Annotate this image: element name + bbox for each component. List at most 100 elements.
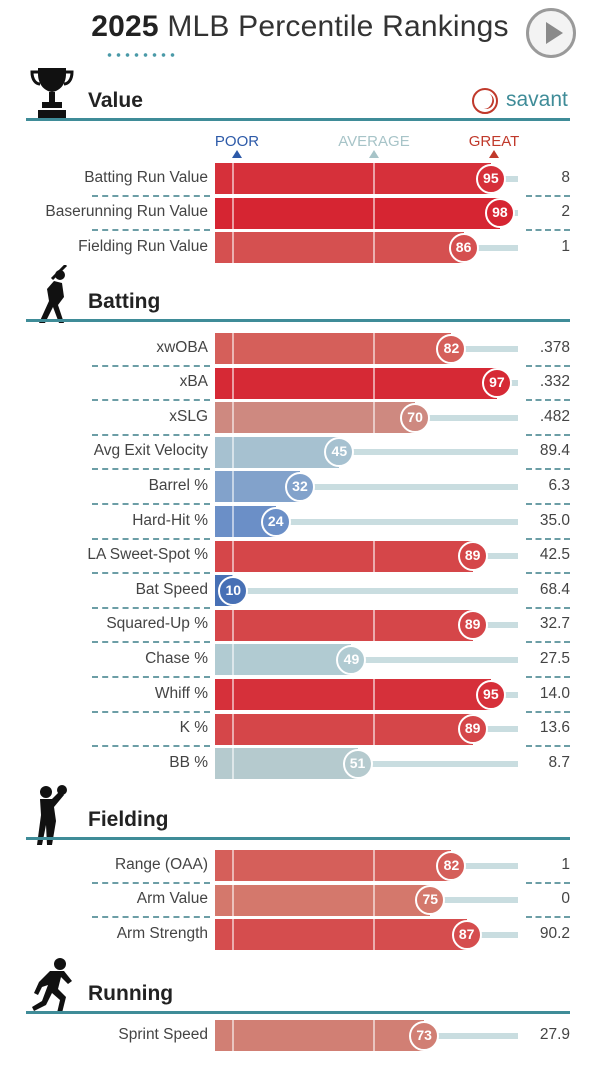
- metric-value: 1: [561, 237, 570, 255]
- batter-icon: [30, 263, 74, 330]
- metric-value: 89.4: [539, 442, 570, 460]
- metric-label: Batting Run Value: [84, 168, 208, 186]
- percentile-badge: 45: [324, 437, 355, 468]
- bar-gridline: [232, 367, 234, 399]
- bar-gridline: [232, 333, 234, 364]
- trophy-icon: [30, 64, 74, 127]
- percentile-badge: 95: [475, 163, 506, 194]
- percentile-bar: [215, 919, 467, 951]
- percentile-bar: [215, 884, 431, 916]
- metric-value: 8: [561, 168, 570, 186]
- bar-gridline: [373, 540, 375, 572]
- bar-gridline: [232, 679, 234, 710]
- percentile-badge: 51: [342, 748, 373, 779]
- play-button[interactable]: [526, 8, 576, 58]
- row-separator: [92, 641, 210, 644]
- row-separator: [526, 641, 570, 644]
- percentile-badge: 75: [415, 885, 446, 916]
- percentile-badge: 97: [481, 368, 512, 399]
- percentile-track: [215, 656, 518, 663]
- bar-gridline: [232, 471, 234, 503]
- percentile-bar: [215, 1020, 425, 1051]
- percentile-badge: 49: [336, 644, 367, 675]
- row-separator: [526, 399, 570, 402]
- row-separator: [526, 537, 570, 540]
- row-separator: [526, 606, 570, 609]
- percentile-badge: 73: [409, 1020, 440, 1051]
- metric-value: 0: [561, 890, 570, 908]
- bar-gridline: [232, 436, 234, 468]
- percentile-badge: 24: [260, 506, 291, 537]
- bar-gridline: [232, 163, 234, 194]
- row-separator: [526, 745, 570, 748]
- row-separator: [92, 364, 210, 367]
- bar-gridline: [232, 1020, 234, 1051]
- metric-label: Whiff %: [154, 684, 208, 702]
- bar-gridline: [232, 540, 234, 572]
- percentile-bar: [215, 609, 473, 641]
- metric-label: xSLG: [169, 407, 208, 425]
- row-separator: [92, 399, 210, 402]
- bar-gridline: [373, 884, 375, 916]
- metric-value: 13.6: [539, 719, 570, 737]
- row-separator: [526, 572, 570, 575]
- metric-value: 42.5: [539, 546, 570, 564]
- row-separator: [92, 229, 210, 232]
- title-year: 2025: [91, 10, 159, 43]
- savant-logo-text: savant: [506, 88, 568, 111]
- row-separator: [526, 676, 570, 678]
- section-title: Batting: [88, 290, 161, 313]
- metric-value: .482: [539, 407, 570, 425]
- percentile-badge: 89: [457, 714, 488, 745]
- baseball-icon: [472, 88, 498, 114]
- metric-value: 1: [561, 855, 570, 873]
- section-header-running: Running: [0, 955, 600, 1015]
- percentile-bar: [215, 232, 464, 264]
- percentile-badge: 32: [284, 471, 315, 502]
- row-separator: [92, 710, 210, 713]
- metric-label: Chase %: [145, 649, 208, 667]
- bar-gridline: [232, 197, 234, 229]
- metric-label: Avg Exit Velocity: [93, 442, 208, 460]
- section-divider: [26, 1011, 570, 1014]
- row-separator: [526, 229, 570, 232]
- percentile-badge: 89: [457, 610, 488, 641]
- fielder-icon: [30, 783, 70, 850]
- row-separator: [526, 364, 570, 367]
- percentile-badge: 82: [436, 333, 467, 364]
- percentile-track: [215, 587, 518, 594]
- row-separator: [92, 433, 210, 436]
- bar-gridline: [373, 609, 375, 641]
- row-separator: [92, 468, 210, 471]
- row-separator: [92, 503, 210, 505]
- metric-value: 2: [561, 203, 570, 221]
- bar-gridline: [373, 402, 375, 434]
- section-divider: [26, 319, 570, 322]
- bar-gridline: [373, 197, 375, 229]
- metric-label: Arm Value: [136, 890, 208, 908]
- row-separator: [92, 916, 210, 919]
- bar-gridline: [373, 850, 375, 881]
- bar-gridline: [373, 232, 375, 264]
- metric-value: 35.0: [539, 511, 570, 529]
- metric-label: xBA: [179, 373, 208, 391]
- metric-label: Bat Speed: [135, 580, 208, 598]
- percentile-bar: [215, 367, 497, 399]
- percentile-bar: [215, 644, 352, 676]
- bar-gridline: [232, 644, 234, 676]
- bar-gridline: [373, 367, 375, 399]
- arrow-up-icon: [232, 150, 242, 158]
- metric-label: xwOBA: [156, 338, 208, 356]
- metric-value: 68.4: [539, 580, 570, 598]
- scale-poor-label: POOR: [213, 133, 261, 158]
- percentile-badge: 95: [475, 679, 506, 710]
- metric-label: Range (OAA): [114, 855, 208, 873]
- metric-label: Barrel %: [148, 476, 208, 494]
- percentile-bar: [215, 679, 491, 710]
- metric-value: 14.0: [539, 684, 570, 702]
- bar-gridline: [373, 1020, 375, 1051]
- row-separator: [92, 676, 210, 678]
- row-separator: [92, 537, 210, 540]
- section-header-batting: Batting: [0, 263, 600, 323]
- percentile-bar: [215, 540, 473, 572]
